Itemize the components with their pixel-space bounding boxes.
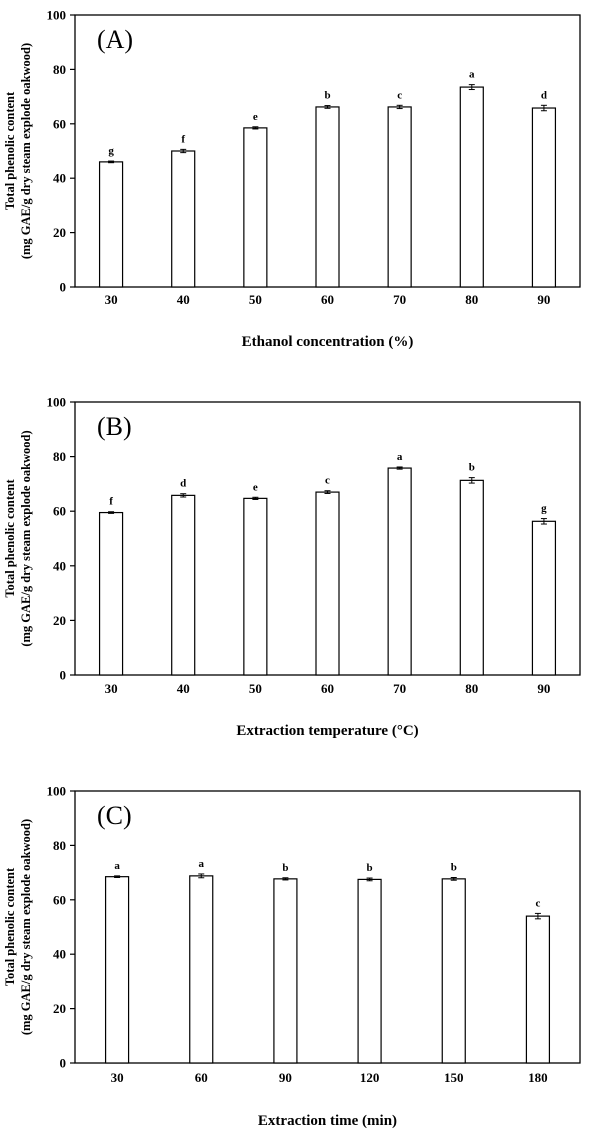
- x-tick-label: 60: [321, 292, 334, 307]
- significance-letter: f: [181, 133, 185, 145]
- x-tick-label: 40: [177, 681, 190, 696]
- y-tick-label: 20: [53, 1001, 66, 1016]
- y-tick-label: 60: [53, 116, 66, 131]
- x-tick-label: 30: [105, 292, 118, 307]
- bar: [387, 467, 412, 676]
- y-axis-title-line-1: Total phenolic content: [3, 91, 17, 210]
- significance-letter: e: [253, 111, 258, 123]
- significance-letter: b: [367, 862, 373, 874]
- bar: [459, 479, 484, 676]
- significance-letter: b: [282, 862, 288, 874]
- y-tick-label: 0: [60, 1056, 67, 1071]
- x-tick-label: 30: [105, 681, 118, 696]
- significance-letter: a: [469, 69, 475, 81]
- y-tick-label: 40: [53, 171, 66, 186]
- significance-letter: a: [114, 860, 120, 872]
- x-tick-label: 90: [279, 1070, 292, 1085]
- y-tick-label: 0: [60, 668, 67, 683]
- bar: [171, 150, 196, 288]
- significance-letter: d: [541, 89, 547, 101]
- bar: [525, 915, 551, 1064]
- bar: [315, 106, 340, 288]
- bar: [171, 494, 196, 676]
- y-axis-title-line-1: Total phenolic content: [3, 867, 17, 986]
- chart-panel-3: 0 20 40 60 80 100 a 30 a 60 b 90 b 120 b 150 c 180 (C) Extr…: [3, 784, 581, 1129]
- x-tick-label: 80: [465, 681, 478, 696]
- significance-letter: e: [253, 481, 258, 493]
- panel-label: (C): [97, 801, 132, 830]
- x-tick-label: 60: [321, 681, 334, 696]
- x-tick-label: 90: [537, 292, 550, 307]
- panel-label: (B): [97, 412, 132, 441]
- x-axis-title: Ethanol concentration (%): [242, 334, 414, 350]
- x-tick-label: 120: [360, 1070, 380, 1085]
- y-tick-label: 100: [47, 784, 67, 799]
- x-tick-label: 40: [177, 292, 190, 307]
- significance-letter: f: [109, 496, 113, 508]
- y-tick-label: 60: [53, 504, 66, 519]
- x-tick-label: 180: [528, 1070, 548, 1085]
- significance-letter: b: [469, 462, 475, 474]
- x-tick-label: 80: [465, 292, 478, 307]
- y-tick-label: 20: [53, 613, 66, 628]
- bar: [387, 106, 412, 288]
- x-tick-label: 70: [393, 292, 406, 307]
- y-tick-label: 80: [53, 449, 66, 464]
- bar: [98, 511, 124, 676]
- significance-letter: a: [397, 451, 403, 463]
- significance-letter: a: [199, 858, 205, 870]
- panel-label: (A): [97, 25, 133, 54]
- chart-panel-2: 0 20 40 60 80 100 f 30 d 40 e 50 c 60 a 70 b 80 g 90 (B) Extr…: [3, 395, 581, 739]
- significance-letter: c: [535, 897, 540, 909]
- bar: [459, 86, 484, 288]
- bar: [243, 497, 268, 676]
- bar: [357, 878, 382, 1064]
- y-tick-label: 100: [47, 395, 67, 410]
- bar: [104, 876, 130, 1064]
- x-axis-title: Extraction time (min): [258, 1113, 397, 1129]
- y-axis-title-line-2: (mg GAE/g dry steam explode oakwood): [19, 430, 33, 646]
- bar: [531, 107, 557, 288]
- y-tick-label: 80: [53, 62, 66, 77]
- y-axis-title-line-2: (mg GAE/g dry steam explode oakwood): [19, 43, 33, 259]
- bar: [441, 878, 466, 1064]
- bar: [243, 127, 268, 288]
- significance-letter: c: [397, 89, 402, 101]
- x-tick-label: 50: [249, 681, 262, 696]
- y-axis-title-line-2: (mg GAE/g dry steam explode oakwood): [19, 819, 33, 1035]
- bar: [273, 878, 298, 1064]
- x-tick-label: 50: [249, 292, 262, 307]
- y-tick-label: 60: [53, 892, 66, 907]
- bar: [315, 491, 340, 676]
- y-tick-label: 40: [53, 558, 66, 573]
- plot-frame: [74, 790, 581, 1064]
- chart-panel-1: 0 20 40 60 80 100 g 30 f 40 e 50 b 60 c 70 a 80 d 90 (A) Etha…: [3, 8, 581, 350]
- y-tick-label: 20: [53, 225, 66, 240]
- y-tick-label: 40: [53, 947, 66, 962]
- x-tick-label: 60: [195, 1070, 208, 1085]
- y-tick-label: 0: [60, 280, 67, 295]
- significance-letter: g: [541, 503, 547, 515]
- significance-letter: d: [180, 478, 186, 490]
- x-tick-label: 30: [111, 1070, 124, 1085]
- significance-letter: b: [451, 861, 457, 873]
- bar: [531, 520, 557, 676]
- x-axis-title: Extraction temperature (°C): [236, 723, 418, 739]
- x-tick-label: 90: [537, 681, 550, 696]
- x-tick-label: 150: [444, 1070, 464, 1085]
- bar: [98, 161, 124, 288]
- x-tick-label: 70: [393, 681, 406, 696]
- significance-letter: c: [325, 475, 330, 487]
- significance-letter: b: [324, 90, 330, 102]
- y-tick-label: 80: [53, 838, 66, 853]
- significance-letter: g: [108, 145, 114, 157]
- y-axis-title-line-1: Total phenolic content: [3, 479, 17, 598]
- y-tick-label: 100: [47, 8, 67, 23]
- bar: [189, 875, 214, 1064]
